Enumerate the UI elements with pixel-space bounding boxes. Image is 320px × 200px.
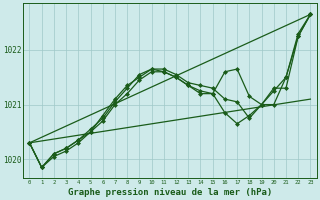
X-axis label: Graphe pression niveau de la mer (hPa): Graphe pression niveau de la mer (hPa) <box>68 188 272 197</box>
